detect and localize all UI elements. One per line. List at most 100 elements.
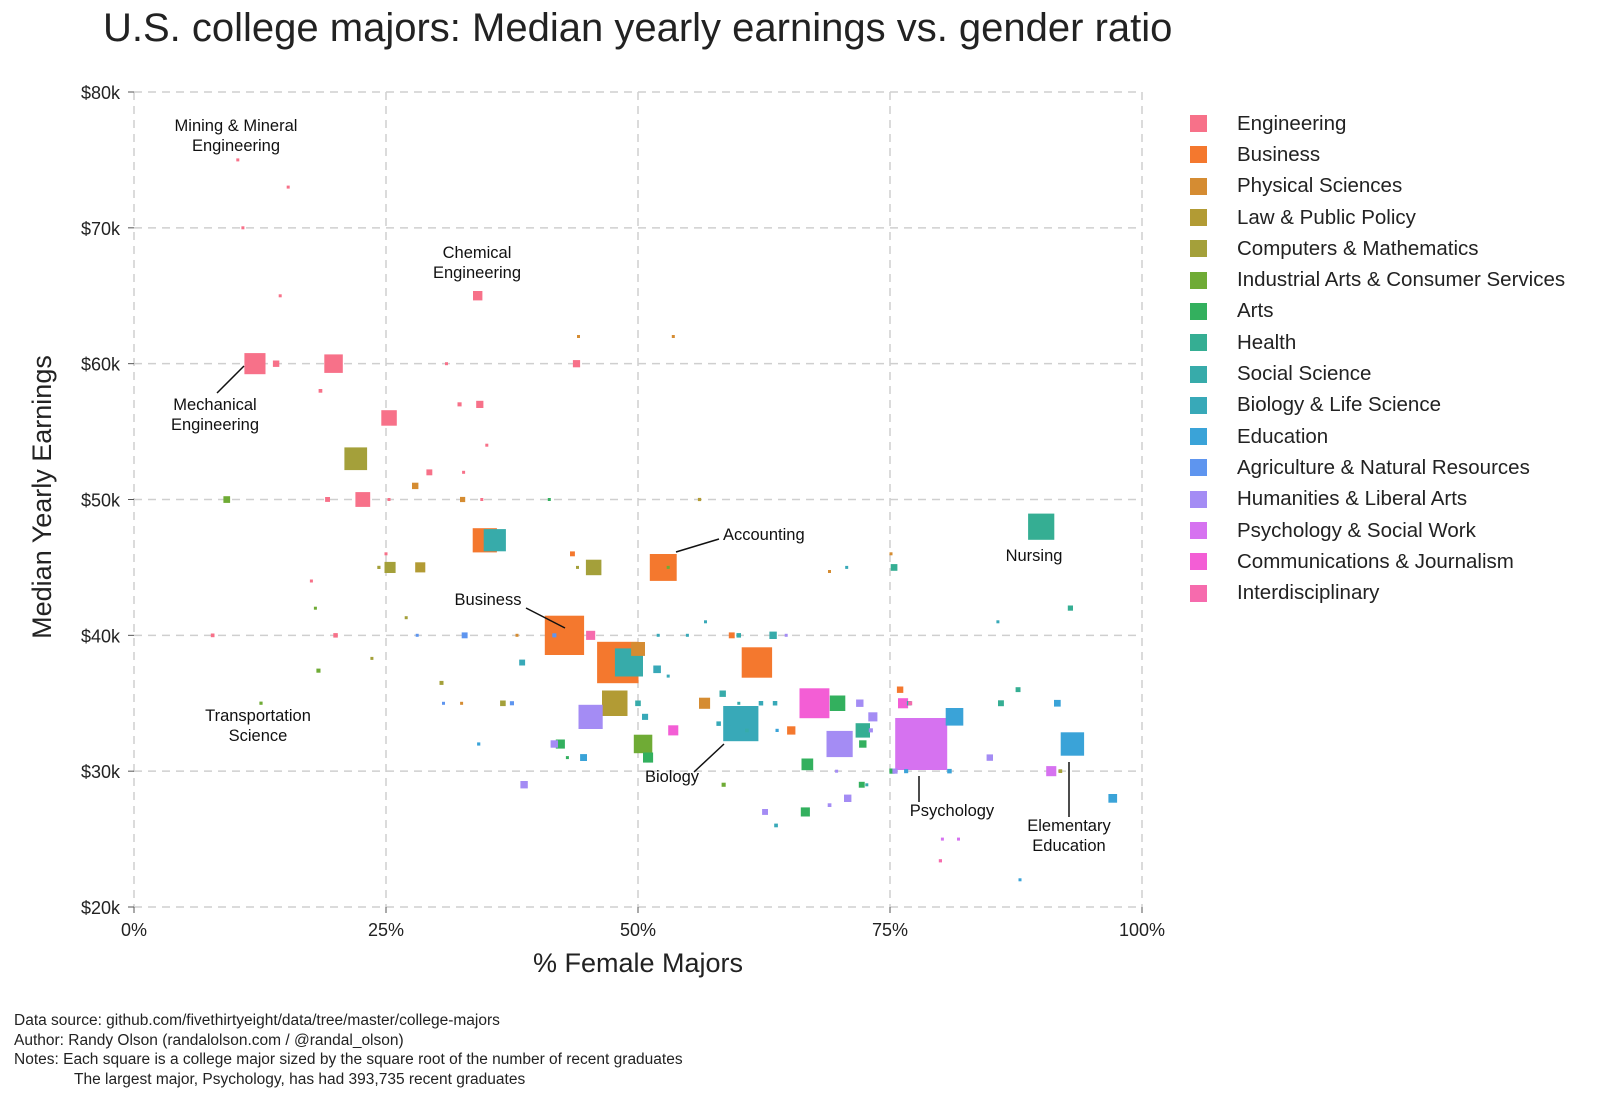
major-square xyxy=(552,633,557,638)
major-square xyxy=(895,718,948,770)
legend-item: Psychology & Social Work xyxy=(1190,515,1565,546)
legend-item: Education xyxy=(1190,421,1565,452)
major-square xyxy=(801,758,814,771)
major-square xyxy=(666,674,670,678)
legend-swatch xyxy=(1190,553,1207,571)
annotation-leader-line xyxy=(216,365,245,394)
major-square xyxy=(577,335,580,338)
legend-swatch xyxy=(1190,365,1207,383)
legend-swatch xyxy=(1190,584,1207,602)
legend-label: Psychology & Social Work xyxy=(1237,518,1476,542)
major-square xyxy=(889,768,895,774)
major-square xyxy=(784,633,788,637)
legend-label: Engineering xyxy=(1237,111,1347,135)
legend-swatch xyxy=(1190,459,1207,477)
x-tick-label: 25% xyxy=(368,920,404,940)
major-square xyxy=(460,701,464,705)
legend-label: Biology & Life Science xyxy=(1237,393,1441,417)
major-square xyxy=(415,562,426,573)
major-square xyxy=(381,410,397,426)
legend-label: Humanities & Liberal Arts xyxy=(1237,487,1468,511)
legend-label: Interdisciplinary xyxy=(1237,581,1380,605)
major-square xyxy=(483,529,506,552)
major-square xyxy=(908,701,913,706)
major-square xyxy=(940,837,944,841)
legend-swatch xyxy=(1190,490,1207,508)
legend-swatch xyxy=(1190,271,1207,289)
major-square xyxy=(426,469,433,476)
major-square xyxy=(671,335,675,338)
annotation-label: Nursing xyxy=(1006,547,1063,565)
major-square xyxy=(896,686,904,693)
y-tick-label: $20k xyxy=(81,898,121,918)
annotation-label: Transportation xyxy=(205,707,311,725)
major-square xyxy=(259,701,263,705)
major-square xyxy=(500,700,506,707)
legend-label: Computers & Mathematics xyxy=(1237,236,1479,260)
y-axis-label: Median Yearly Earnings xyxy=(27,355,57,639)
major-square xyxy=(635,700,641,707)
major-square xyxy=(835,769,839,773)
notes-text-2: The largest major, Psychology, has had 3… xyxy=(74,1070,526,1088)
major-square xyxy=(685,633,689,637)
major-square xyxy=(457,402,462,407)
major-square xyxy=(509,701,514,706)
major-square xyxy=(1067,605,1073,611)
major-square xyxy=(550,740,558,748)
major-square xyxy=(586,630,596,640)
major-square xyxy=(856,699,864,707)
legend-item: Law & Public Policy xyxy=(1190,202,1565,233)
legend-swatch xyxy=(1190,396,1207,414)
major-square xyxy=(442,701,445,705)
major-square xyxy=(957,837,960,841)
major-square xyxy=(799,688,830,719)
x-tick-label: 50% xyxy=(620,920,656,940)
annotation-label: Education xyxy=(1032,837,1105,855)
major-square xyxy=(699,697,711,709)
major-square xyxy=(719,690,726,697)
major-square xyxy=(890,564,898,571)
major-square xyxy=(576,565,579,569)
major-square xyxy=(947,768,952,774)
major-square xyxy=(996,620,1000,624)
major-square xyxy=(578,704,603,729)
legend-swatch xyxy=(1190,334,1207,352)
major-square xyxy=(741,647,773,678)
legend-item: Business xyxy=(1190,139,1565,170)
major-square xyxy=(210,633,215,638)
legend-item: Arts xyxy=(1190,296,1565,327)
legend: Engineering Business Physical Sciences Law … xyxy=(1190,108,1565,609)
data-source-text: Data source: github.com/fivethirtyeight/… xyxy=(14,1012,500,1029)
major-square xyxy=(726,721,731,726)
major-square xyxy=(868,728,873,733)
legend-item: Interdisciplinary xyxy=(1190,577,1565,608)
major-square xyxy=(585,559,602,576)
major-square xyxy=(462,470,466,474)
legend-swatch xyxy=(1190,302,1207,320)
y-tick-label: $60k xyxy=(81,355,121,375)
major-square xyxy=(844,794,852,802)
major-square xyxy=(236,158,240,162)
major-square xyxy=(774,823,778,828)
annotation-label: Engineering xyxy=(192,137,280,155)
legend-swatch xyxy=(1190,146,1207,164)
major-square xyxy=(439,680,444,685)
major-square xyxy=(272,360,280,367)
major-square xyxy=(1058,769,1063,773)
major-square xyxy=(445,362,448,366)
major-square xyxy=(668,725,679,736)
legend-label: Health xyxy=(1237,330,1297,354)
legend-label: Arts xyxy=(1237,299,1274,323)
major-square xyxy=(547,498,551,501)
major-square xyxy=(316,668,321,673)
legend-swatch xyxy=(1190,115,1207,133)
annotation-label: Mining & Mineral xyxy=(175,117,298,135)
major-square xyxy=(762,809,768,815)
major-square xyxy=(460,496,466,503)
major-square xyxy=(643,752,654,763)
major-square xyxy=(286,185,290,189)
major-square xyxy=(829,695,846,711)
grid-lines xyxy=(133,91,1143,908)
y-tick-label: $50k xyxy=(81,491,121,511)
y-tick-label: $80k xyxy=(81,83,121,103)
